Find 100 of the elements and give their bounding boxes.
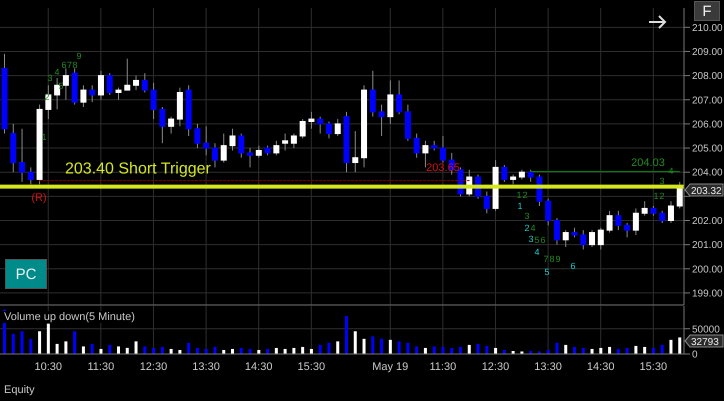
bar: [354, 331, 357, 354]
candlestick: [159, 106, 166, 144]
annotation: PC: [5, 259, 47, 289]
candlestick: [501, 164, 508, 182]
candlestick: [572, 227, 578, 238]
candlestick: [256, 145, 262, 158]
candlestick: [80, 84, 86, 108]
annotation: 3: [524, 211, 530, 221]
bar: [599, 348, 602, 354]
candlestick: [580, 230, 586, 250]
annotation: 3: [47, 73, 53, 83]
bar: [318, 344, 322, 354]
bar: [108, 344, 112, 354]
candlestick: [308, 111, 314, 130]
annotation: 6: [61, 60, 67, 70]
bar: [134, 341, 138, 354]
ref-line-label: 203.40 Short Trigger: [65, 160, 212, 178]
annotation: 1: [516, 190, 522, 200]
candlestick: [89, 84, 96, 103]
candlestick: [650, 206, 656, 216]
candlestick: [273, 140, 280, 156]
text: 32793: [691, 337, 720, 348]
bar: [406, 342, 410, 354]
y-tick-label: 199.00: [692, 288, 724, 300]
candlestick: [317, 116, 324, 134]
bar: [388, 340, 392, 354]
candlestick: [606, 210, 613, 234]
candlestick: [484, 191, 490, 214]
annotation: 2: [659, 191, 665, 201]
bar: [117, 346, 120, 354]
y-tick-label: 210.00: [692, 22, 724, 34]
bar: [441, 346, 444, 354]
x-tick-label: 11:30: [87, 360, 114, 373]
candlestick: [62, 68, 69, 100]
candlestick: [116, 87, 122, 100]
candlestick: [212, 142, 218, 168]
bar: [476, 344, 480, 354]
bar: [652, 348, 655, 354]
bar: [126, 348, 129, 354]
bar: [415, 346, 418, 354]
bar: [327, 342, 330, 354]
annotation: 3: [528, 234, 534, 244]
bar: [432, 346, 436, 354]
bar: [608, 346, 612, 354]
bar: [660, 344, 664, 354]
annotation: (R): [31, 192, 47, 204]
bar: [160, 346, 164, 354]
x-tick-label: 13:30: [534, 360, 562, 373]
bar: [345, 316, 348, 354]
annotation: 2: [524, 223, 530, 233]
candlestick: [142, 72, 148, 94]
annotation: 7: [66, 60, 72, 70]
candlestick: [642, 200, 648, 216]
y-tick-label: 204.00: [692, 168, 724, 179]
candlestick: [387, 80, 394, 124]
annotation: 6: [540, 235, 546, 245]
bar: [371, 336, 374, 354]
candlestick: [422, 140, 428, 168]
bar: [564, 344, 568, 354]
candlestick: [19, 128, 26, 182]
bar: [274, 348, 278, 354]
annotation: 204.03: [631, 157, 665, 169]
candlestick: [659, 210, 666, 224]
bar: [573, 346, 576, 354]
bar: [336, 341, 340, 354]
x-tick-label: 11:30: [429, 360, 456, 373]
y-tick-label: 202.00: [692, 216, 724, 228]
bar: [362, 338, 366, 354]
annotation: 9: [76, 51, 82, 61]
bar: [485, 346, 488, 354]
bar: [626, 348, 629, 354]
candlestick: [264, 145, 271, 156]
y-tick-label: 201.00: [692, 240, 724, 252]
bar: [582, 348, 585, 354]
annotation: 8: [549, 254, 555, 264]
x-tick-label: May 19: [372, 360, 408, 373]
candlestick: [290, 133, 297, 149]
candlestick: [98, 70, 104, 100]
bar: [292, 348, 296, 354]
annotation: 7: [543, 254, 549, 264]
annotation: 6: [570, 261, 576, 271]
y-tick-label: 200.00: [692, 264, 724, 276]
annotation: 8: [72, 60, 78, 70]
x-tick-label: 12:30: [482, 360, 510, 373]
candlestick: [54, 78, 60, 110]
bar: [90, 344, 94, 354]
text: Equity: [4, 384, 35, 396]
candlestick: [589, 230, 596, 248]
bar: [555, 342, 558, 354]
annotation: 5: [534, 235, 540, 245]
bar: [196, 348, 199, 354]
bar: [82, 346, 85, 354]
candlestick: [528, 169, 534, 182]
y-tick-label: 207.00: [692, 95, 724, 106]
candlestick: [562, 230, 569, 248]
x-tick-label: 14:30: [586, 360, 614, 373]
candlestick: [440, 135, 446, 164]
candlestick: [220, 133, 227, 164]
candlestick: [615, 210, 622, 231]
x-tick-label: 10:30: [34, 360, 62, 373]
